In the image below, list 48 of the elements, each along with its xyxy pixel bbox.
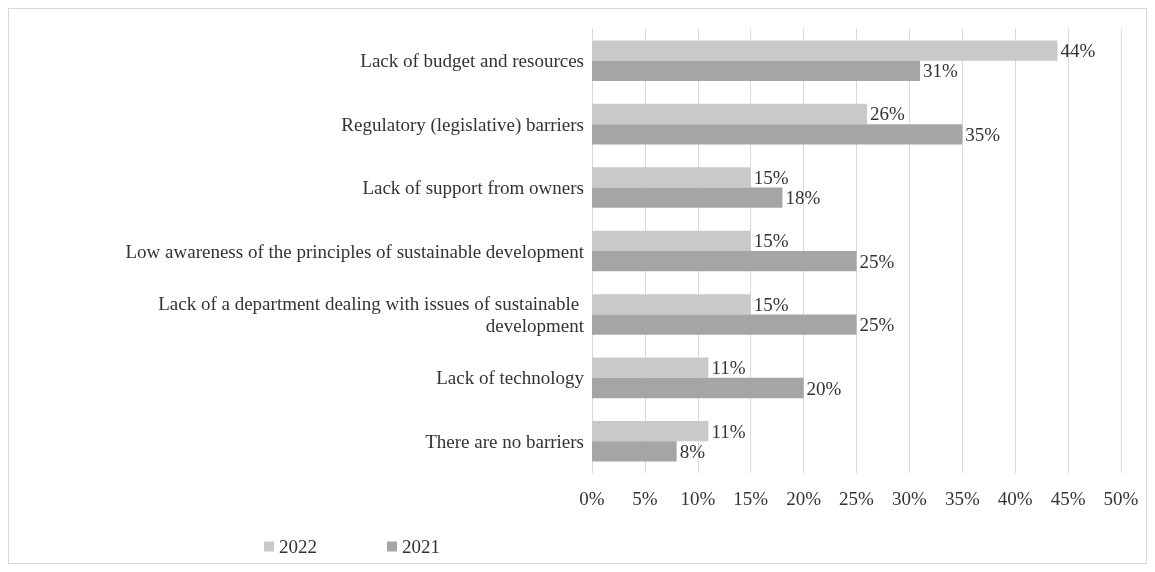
y-tick-label: Lack of support from owners [362,177,584,199]
bar [592,187,783,208]
bar [592,441,677,462]
x-tick-label: 15% [733,488,769,509]
legend-label: 2021 [402,536,440,557]
x-tick-label: 50% [1103,488,1139,509]
data-label: 31% [922,60,958,82]
x-tick-label: 25% [839,488,875,509]
bar [592,40,1058,61]
data-label: 25% [859,314,895,336]
x-tick-label: 10% [680,488,716,509]
y-tick-label: Low awareness of the principles of sustainable development [125,240,585,262]
x-tick-label: 35% [944,488,980,509]
data-label: 26% [870,103,906,125]
bar [592,294,751,315]
x-tick-label: 0% [579,488,605,509]
data-label: 20% [806,377,842,399]
y-tick-label: There are no barriers [425,430,584,452]
data-label: 15% [753,293,789,315]
y-tick-label: Lack of a department dealing with issues of sustainable development [158,292,585,336]
bar [592,124,963,145]
bar [592,377,804,399]
bar [592,103,868,125]
data-label: 15% [753,230,789,252]
data-label: 25% [859,250,895,272]
x-tick-label: 20% [786,488,822,509]
data-label: 15% [753,166,789,188]
x-tick-label: 30% [891,488,927,509]
x-tick-label: 40% [997,488,1033,509]
bar [592,357,709,378]
y-tick-label: Lack of budget and resources [360,50,584,72]
bar [592,60,920,82]
bar [592,420,709,442]
y-tick-label: Lack of technology [436,367,585,389]
data-label: 8% [679,440,706,462]
x-tick-label: 45% [1050,488,1086,509]
y-tick-label: Regulatory (legislative) barriers [341,113,584,136]
data-label: 11% [711,357,746,379]
x-tick-label: 5% [632,488,658,509]
legend-label: 2022 [279,536,317,557]
data-label: 44% [1060,40,1096,62]
bar [592,251,857,272]
bar [592,314,857,335]
bar [592,230,751,251]
data-label: 18% [785,187,821,209]
bar [592,167,751,188]
data-label: 11% [711,420,746,442]
data-label: 35% [965,123,1001,145]
